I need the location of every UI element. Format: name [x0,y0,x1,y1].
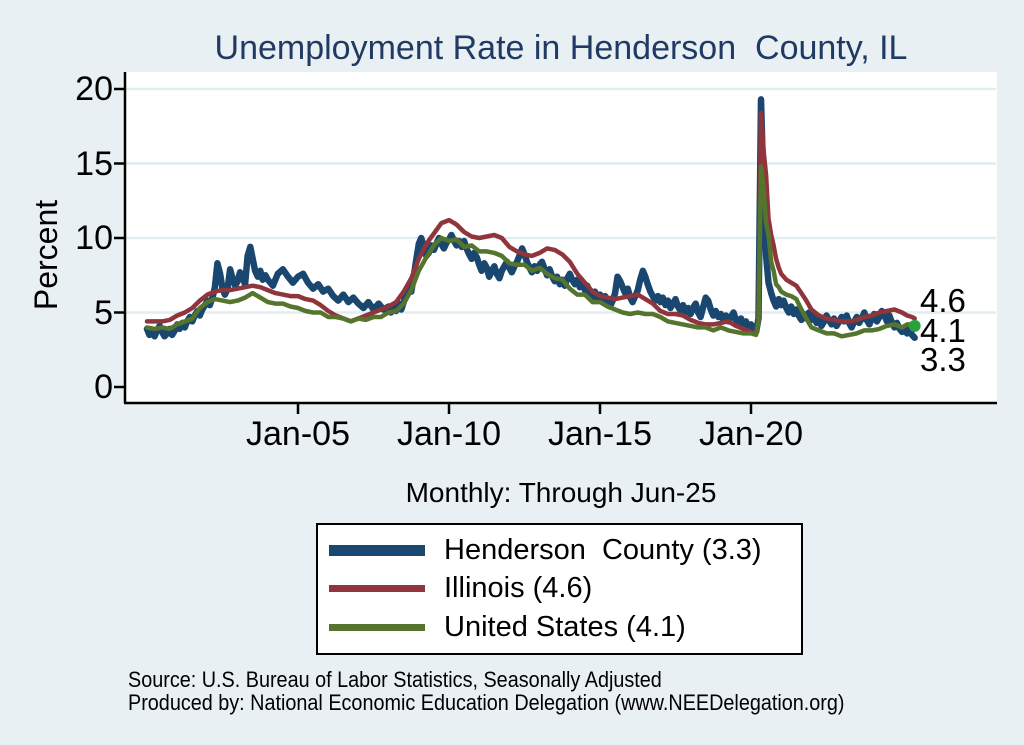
legend-swatch-2 [329,624,425,632]
y-tick-label-10: 10 [75,219,113,257]
legend-swatch-1 [329,585,425,593]
end-value-label-4.6: 4.6 [920,282,966,319]
footnotes: Source: U.S. Bureau of Labor Statistics,… [128,668,902,714]
legend: Henderson County (3.3) Illinois (4.6) Unit… [316,523,803,655]
series-line-henderson-county [143,96,918,342]
y-tick-label-0: 0 [94,368,113,406]
chart-subtitle: Monthly: Through Jun-25 [405,477,717,508]
chart-title: Unemployment Rate in Henderson County, I… [214,29,908,67]
x-tick-label-Jan-15: Jan-15 [548,415,652,453]
y-tick-label-5: 5 [94,293,113,332]
series-line-illinois [144,110,917,336]
legend-item-2: United States (4.1) [318,611,801,644]
end-value-label-4.1: 4.1 [920,312,966,349]
legend-label-2: United States (4.1) [444,611,686,644]
y-tick-label-15: 15 [75,144,113,183]
latest-value-marker [908,319,921,332]
x-tick-label-Jan-10: Jan-10 [397,415,501,453]
producer-note: Produced by: National Economic Education… [128,690,845,715]
legend-swatch-0 [329,544,425,556]
x-tick-label-Jan-05: Jan-05 [246,415,350,453]
legend-label-1: Illinois (4.6) [444,572,593,605]
x-tick-label-Jan-20: Jan-20 [699,415,803,453]
source-note: Source: U.S. Bureau of Labor Statistics,… [128,667,662,692]
legend-item-1: Illinois (4.6) [318,572,801,605]
y-tick-label-20: 20 [75,70,113,108]
end-value-label-3.3: 3.3 [920,341,966,378]
series-line-united-states [144,164,917,339]
legend-label-0: Henderson County (3.3) [444,533,762,566]
legend-item-0: Henderson County (3.3) [318,534,801,567]
